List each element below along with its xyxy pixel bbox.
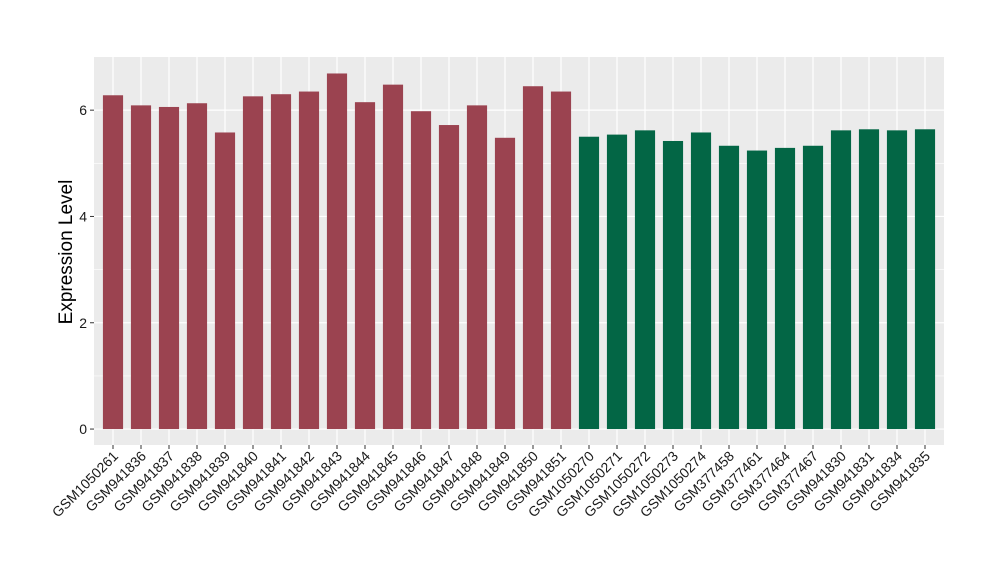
y-tick-label: 6 [79, 102, 87, 118]
bar-GSM941837 [158, 106, 180, 430]
bar-GSM941839 [214, 132, 236, 430]
bar-GSM1050261 [102, 95, 124, 430]
bar-GSM941846 [410, 111, 432, 430]
bar-GSM377464 [774, 147, 796, 430]
bar-GSM941850 [522, 86, 544, 430]
y-tick-label: 0 [79, 421, 87, 437]
y-axis-label: Expression Level [56, 180, 77, 325]
y-tick-label: 2 [79, 315, 87, 331]
bar-GSM941834 [886, 130, 908, 430]
y-tick-label: 4 [79, 208, 87, 224]
bar-GSM377461 [746, 150, 768, 430]
bar-GSM941843 [326, 73, 348, 430]
bar-GSM941836 [130, 105, 152, 430]
bars-group [102, 73, 936, 430]
bar-GSM941851 [550, 91, 572, 430]
bar-GSM941844 [354, 102, 376, 430]
y-axis: 0 2 4 6 [79, 102, 94, 437]
bar-GSM377458 [718, 145, 740, 430]
bar-GSM941830 [830, 130, 852, 430]
plot-panel [94, 57, 944, 445]
bar-GSM1050273 [662, 140, 684, 430]
x-axis: GSM1050261GSM941836GSM941837GSM941838GSM… [49, 445, 933, 520]
bar-GSM941842 [298, 91, 320, 430]
bar-GSM941841 [270, 94, 292, 430]
bar-GSM941831 [858, 129, 880, 430]
bar-GSM941845 [382, 84, 404, 430]
bar-GSM941849 [494, 137, 516, 430]
bar-GSM941835 [914, 129, 936, 430]
bar-GSM1050271 [606, 134, 628, 430]
bar-GSM941840 [242, 96, 264, 430]
bar-GSM1050272 [634, 130, 656, 430]
bar-GSM1050274 [690, 132, 712, 430]
bar-GSM941848 [466, 105, 488, 430]
minor-gridlines [94, 163, 944, 377]
bar-GSM377467 [802, 145, 824, 430]
bar-GSM941838 [186, 103, 208, 430]
bar-GSM941847 [438, 125, 460, 430]
bar-GSM1050270 [578, 136, 600, 430]
